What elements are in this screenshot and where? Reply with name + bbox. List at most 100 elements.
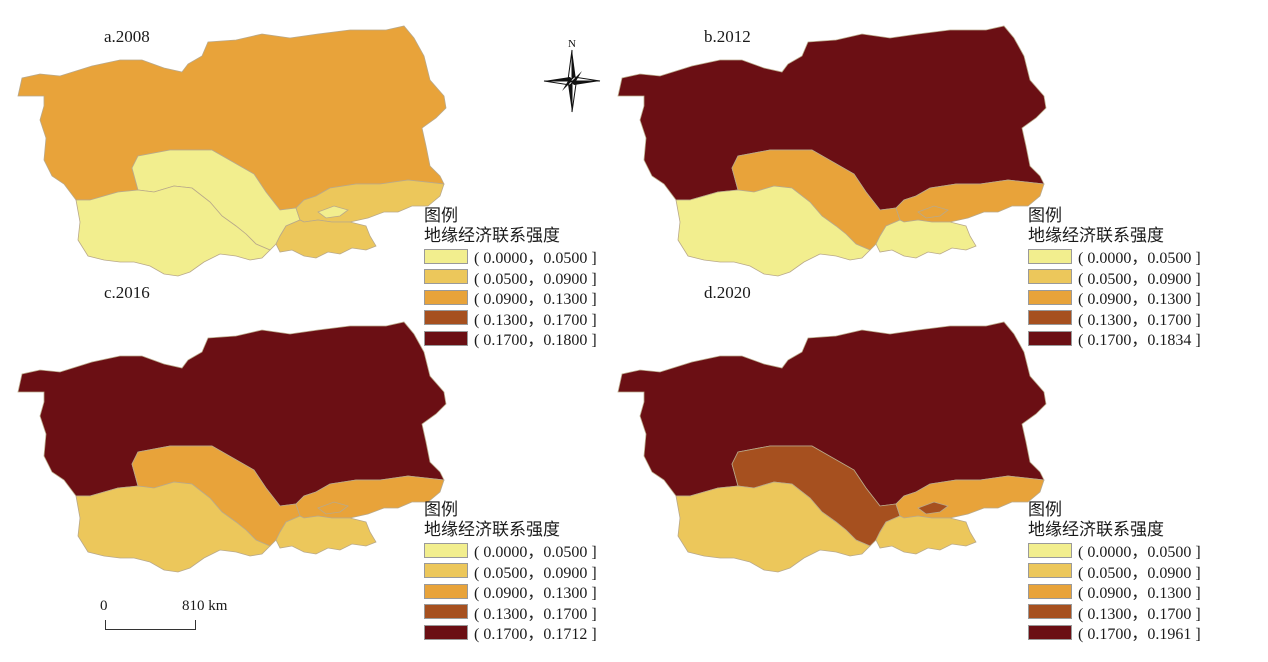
legend-item: ( 0.0900，0.1300 ] bbox=[1028, 287, 1258, 308]
legend: 图例 地缘经济联系强度 ( 0.0000，0.0500 ] ( 0.0500，0.09… bbox=[424, 206, 654, 349]
legend-item: ( 0.0500，0.0900 ] bbox=[1028, 561, 1258, 582]
legend-item: ( 0.1300，0.1700 ] bbox=[424, 308, 654, 329]
region-uzb-ferghana bbox=[917, 501, 949, 515]
legend: 图例 地缘经济联系强度 ( 0.0000，0.0500 ] ( 0.0500，0.09… bbox=[424, 500, 654, 643]
legend-swatch bbox=[424, 624, 468, 640]
legend-range-label: ( 0.0900，0.1300 ] bbox=[1078, 291, 1201, 309]
legend-range-label: ( 0.0000，0.0500 ] bbox=[474, 544, 597, 562]
region-tkm bbox=[675, 481, 871, 573]
legend-range-label: ( 0.0500，0.0900 ] bbox=[474, 270, 597, 288]
legend-swatch bbox=[424, 563, 468, 579]
legend-swatch bbox=[424, 289, 468, 305]
north-label: N bbox=[568, 38, 576, 50]
legend-item: ( 0.0900，0.1300 ] bbox=[424, 581, 654, 602]
legend-swatch bbox=[1028, 269, 1072, 285]
legend-range-label: ( 0.0900，0.1300 ] bbox=[474, 291, 597, 309]
legend-title: 图例 bbox=[1028, 500, 1062, 519]
choropleth-map bbox=[617, 321, 1047, 573]
legend-swatch bbox=[1028, 624, 1072, 640]
legend-swatch bbox=[424, 542, 468, 558]
legend-item: ( 0.1300，0.1700 ] bbox=[424, 602, 654, 623]
legend-item: ( 0.0500，0.0900 ] bbox=[424, 267, 654, 288]
legend-swatch bbox=[1028, 583, 1072, 599]
panel-title: d.2020 bbox=[704, 283, 751, 302]
map-panel-2012: b.2012 图例 地缘经济联系强度 ( 0.0000，0.0500 ] ( 0.05… bbox=[600, 0, 1234, 349]
legend-swatch bbox=[1028, 289, 1072, 305]
region-uzb-ferghana bbox=[317, 205, 349, 219]
legend-swatch bbox=[424, 583, 468, 599]
legend-item: ( 0.0000，0.0500 ] bbox=[424, 246, 654, 267]
legend-item: ( 0.1700，0.1712 ] bbox=[424, 622, 654, 643]
legend-swatch bbox=[1028, 310, 1072, 326]
legend-range-label: ( 0.0900，0.1300 ] bbox=[1078, 585, 1201, 603]
legend-range-label: ( 0.1300，0.1700 ] bbox=[1078, 605, 1201, 623]
legend-swatch bbox=[1028, 604, 1072, 620]
legend-item: ( 0.1300，0.1700 ] bbox=[1028, 602, 1258, 623]
legend-range-label: ( 0.0900，0.1300 ] bbox=[474, 585, 597, 603]
legend-range-label: ( 0.0500，0.0900 ] bbox=[1078, 270, 1201, 288]
legend-title: 图例 bbox=[1028, 206, 1062, 225]
legend-swatch bbox=[1028, 542, 1072, 558]
panel-title: a.2008 bbox=[104, 27, 150, 46]
legend-range-label: ( 0.1300，0.1700 ] bbox=[474, 605, 597, 623]
legend-item: ( 0.0500，0.0900 ] bbox=[424, 561, 654, 582]
legend-item: ( 0.0000，0.0500 ] bbox=[424, 540, 654, 561]
legend-range-label: ( 0.0000，0.0500 ] bbox=[1078, 544, 1201, 562]
compass-rose-icon: N bbox=[543, 38, 601, 113]
legend-title: 图例 bbox=[424, 500, 458, 519]
legend-swatch bbox=[424, 330, 468, 346]
legend-range-label: ( 0.0000，0.0500 ] bbox=[474, 250, 597, 268]
legend-subtitle: 地缘经济联系强度 bbox=[424, 226, 560, 245]
legend-swatch bbox=[1028, 248, 1072, 264]
legend-item: ( 0.0000，0.0500 ] bbox=[1028, 246, 1258, 267]
choropleth-map bbox=[17, 25, 447, 277]
region-uzb-ferghana bbox=[317, 501, 349, 515]
legend-range-label: ( 0.0500，0.0900 ] bbox=[474, 564, 597, 582]
legend-range-label: ( 0.0000，0.0500 ] bbox=[1078, 250, 1201, 268]
legend-swatch bbox=[424, 269, 468, 285]
legend-range-label: ( 0.1700，0.1961 ] bbox=[1078, 626, 1201, 644]
legend-item: ( 0.0500，0.0900 ] bbox=[1028, 267, 1258, 288]
legend-range-label: ( 0.1300，0.1700 ] bbox=[474, 311, 597, 329]
legend-subtitle: 地缘经济联系强度 bbox=[424, 520, 560, 539]
region-tjk bbox=[275, 219, 377, 259]
legend: 图例 地缘经济联系强度 ( 0.0000，0.0500 ] ( 0.0500，0.09… bbox=[1028, 206, 1258, 349]
region-tkm bbox=[675, 185, 871, 277]
legend-item: ( 0.1700，0.1800 ] bbox=[424, 328, 654, 349]
legend-range-label: ( 0.1700，0.1834 ] bbox=[1078, 332, 1201, 350]
legend: 图例 地缘经济联系强度 ( 0.0000，0.0500 ] ( 0.0500，0.09… bbox=[1028, 500, 1258, 643]
region-tjk bbox=[875, 219, 977, 259]
legend-item: ( 0.1700，0.1961 ] bbox=[1028, 622, 1258, 643]
region-tkm bbox=[75, 185, 271, 277]
scale-end-label: 810 km bbox=[182, 598, 228, 614]
scale-zero-label: 0 bbox=[100, 598, 108, 614]
legend-swatch bbox=[424, 604, 468, 620]
choropleth-map bbox=[617, 25, 1047, 277]
scale-bar: 0 810 km bbox=[98, 598, 258, 638]
legend-subtitle: 地缘经济联系强度 bbox=[1028, 226, 1164, 245]
legend-title: 图例 bbox=[424, 206, 458, 225]
legend-item: ( 0.0000，0.0500 ] bbox=[1028, 540, 1258, 561]
legend-item: ( 0.0900，0.1300 ] bbox=[424, 287, 654, 308]
map-panel-2008: a.2008 图例 地缘经济联系强度 ( 0.0000，0.0500 ] ( 0.05… bbox=[0, 0, 634, 349]
scale-line bbox=[105, 620, 196, 630]
map-panel-2020: d.2020 图例 地缘经济联系强度 ( 0.0000，0.0500 ] ( 0.05… bbox=[600, 283, 1234, 643]
panel-title: b.2012 bbox=[704, 27, 751, 46]
region-tkm bbox=[75, 481, 271, 573]
legend-range-label: ( 0.1300，0.1700 ] bbox=[1078, 311, 1201, 329]
legend-item: ( 0.1700，0.1834 ] bbox=[1028, 328, 1258, 349]
legend-swatch bbox=[424, 248, 468, 264]
panel-title: c.2016 bbox=[104, 283, 150, 302]
legend-item: ( 0.1300，0.1700 ] bbox=[1028, 308, 1258, 329]
choropleth-map bbox=[17, 321, 447, 573]
region-uzb-ferghana bbox=[917, 205, 949, 219]
north-arrow: N bbox=[540, 36, 604, 121]
region-tjk bbox=[275, 515, 377, 555]
legend-range-label: ( 0.0500，0.0900 ] bbox=[1078, 564, 1201, 582]
map-panel-2016: c.2016 图例 地缘经济联系强度 ( 0.0000，0.0500 ] ( 0.05… bbox=[0, 283, 634, 643]
legend-item: ( 0.0900，0.1300 ] bbox=[1028, 581, 1258, 602]
legend-swatch bbox=[1028, 330, 1072, 346]
legend-swatch bbox=[424, 310, 468, 326]
legend-range-label: ( 0.1700，0.1712 ] bbox=[474, 626, 597, 644]
legend-swatch bbox=[1028, 563, 1072, 579]
